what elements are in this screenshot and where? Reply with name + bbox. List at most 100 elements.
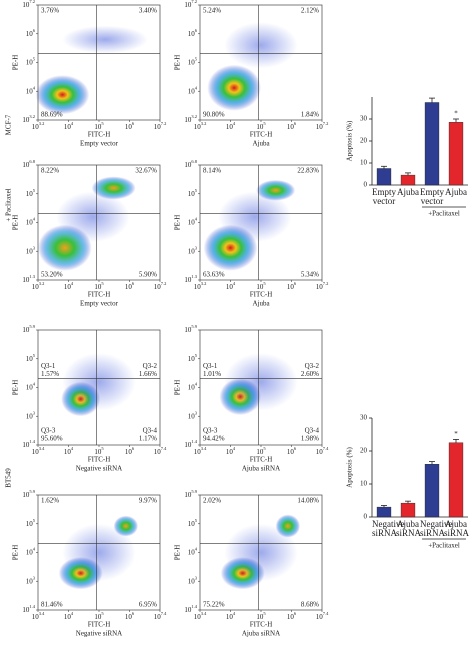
tick-base: 10 [154, 123, 162, 131]
tick-base: 10 [194, 123, 202, 131]
tick-exponent: 4 [71, 446, 74, 451]
tick-base: 10 [194, 613, 202, 621]
tick-exponent: 1.4 [191, 439, 197, 444]
y-tick-label: 0 [364, 513, 368, 521]
tick-exponent: 3.2 [201, 281, 207, 286]
quadrant-percent: 9.97% [139, 497, 157, 505]
tick-exponent: 7.2 [323, 121, 329, 126]
x-tick-label: 107.4 [316, 611, 329, 621]
cell-density [224, 523, 298, 582]
cell-density [218, 191, 292, 243]
bar [424, 102, 440, 186]
tick-exponent: 7.2 [191, 0, 197, 4]
x-tick-label: 105 [256, 121, 266, 131]
error-bar [453, 118, 459, 123]
y-axis-label: PE-H [174, 55, 182, 71]
quadrant-percent: 3.40% [139, 7, 157, 15]
y-tick-label: 105.9 [22, 324, 35, 334]
tick-base: 10 [184, 326, 192, 334]
x-tick-label: 103.2 [32, 281, 45, 291]
y-tick-label: 105.9 [184, 324, 197, 334]
tick-exponent: 4 [195, 217, 198, 222]
x-tick-label: 103.2 [32, 121, 45, 131]
x-tick-label: 104 [64, 121, 74, 131]
tick-exponent: 4 [195, 547, 198, 552]
gate-name: Q3-3 [203, 427, 218, 435]
tick-base: 10 [125, 283, 133, 291]
y-tick-label: 104 [26, 382, 36, 392]
tick-base: 10 [154, 283, 162, 291]
tick-base: 10 [188, 383, 196, 391]
tick-exponent: 5.9 [29, 489, 35, 494]
quadrant-percent: 8.14% [203, 167, 221, 175]
error-bar [453, 439, 459, 443]
tick-base: 10 [184, 1, 192, 9]
tick-exponent: 4 [233, 611, 236, 616]
y-axis-label: PE-H [174, 380, 182, 396]
tick-base: 10 [94, 448, 102, 456]
x-tick-label: Ajuba siRNA [444, 519, 470, 538]
tick-exponent: 4 [71, 611, 74, 616]
x-tick-label: Empty vector [372, 187, 396, 206]
y-tick-label: 101.4 [184, 439, 197, 449]
y-tick-label: 105.9 [22, 489, 35, 499]
y-axis-label: PE-H [12, 380, 20, 396]
tick-base: 10 [26, 247, 34, 255]
tick-base: 10 [154, 448, 162, 456]
tick-exponent: 6 [294, 611, 297, 616]
tick-exponent: 6 [132, 281, 135, 286]
x-tick-label: Negative siRNA [372, 519, 405, 538]
tick-exponent: 4 [195, 85, 198, 90]
row-label: MCF-7 [5, 114, 13, 135]
tick-exponent: 6 [132, 611, 135, 616]
tick-exponent: 3 [195, 410, 198, 415]
tick-base: 10 [226, 283, 234, 291]
tick-exponent: 6 [132, 121, 135, 126]
tick-exponent: 5 [101, 281, 104, 286]
tick-base: 10 [188, 87, 196, 95]
tick-base: 10 [316, 283, 324, 291]
x-tick-label: 105 [94, 121, 104, 131]
x-axis-label: FITC-H [250, 291, 273, 299]
cell-density [35, 75, 90, 115]
y-tick-label: 30 [360, 115, 368, 123]
tick-exponent: 4 [33, 382, 36, 387]
sample-label: Negative siRNA [76, 465, 122, 473]
gate-name: Q3-2 [305, 362, 320, 370]
sample-label: Empty vector [80, 140, 119, 148]
tick-base: 10 [287, 448, 295, 456]
gate-name: Q3-4 [143, 427, 158, 435]
tick-base: 10 [22, 441, 30, 449]
x-axis-label: FITC-H [88, 621, 111, 629]
tick-exponent: 5 [33, 57, 36, 62]
quadrant-percent: 3.76% [41, 7, 59, 15]
quadrant-percent: 53.20% [41, 271, 63, 279]
error-bar [429, 461, 435, 465]
sample-label: Negative siRNA [76, 630, 122, 638]
tick-base: 10 [26, 29, 34, 37]
x-tick-label: 105 [94, 446, 104, 456]
quadrant-percent: 2.12% [301, 7, 319, 15]
quadrant-percent: 88.69% [41, 111, 63, 119]
tick-base: 10 [188, 218, 196, 226]
x-axis-label: FITC-H [250, 456, 273, 464]
x-tick-label: Ajuba [397, 187, 419, 197]
tick-base: 10 [184, 116, 192, 124]
tick-exponent: 3 [195, 575, 198, 580]
y-tick-label: 105 [26, 57, 36, 67]
cell-density [224, 353, 298, 411]
quadrant-percent: 5.90% [139, 271, 157, 279]
tick-base: 10 [22, 1, 30, 9]
tick-base: 10 [64, 283, 72, 291]
tick-exponent: 3.4 [201, 611, 207, 616]
y-tick-label: 103.2 [22, 114, 35, 124]
tick-base: 10 [94, 283, 102, 291]
y-axis-label: PE-H [174, 545, 182, 561]
x-axis-label: FITC-H [88, 131, 111, 139]
y-axis-label: Apoptosis (%) [346, 447, 354, 488]
y-tick-label: 101.4 [22, 439, 35, 449]
x-tick-label: Empty vector [420, 187, 444, 206]
y-tick-label: 10 [360, 159, 368, 167]
quadrant-percent: 2.60% [301, 370, 319, 378]
